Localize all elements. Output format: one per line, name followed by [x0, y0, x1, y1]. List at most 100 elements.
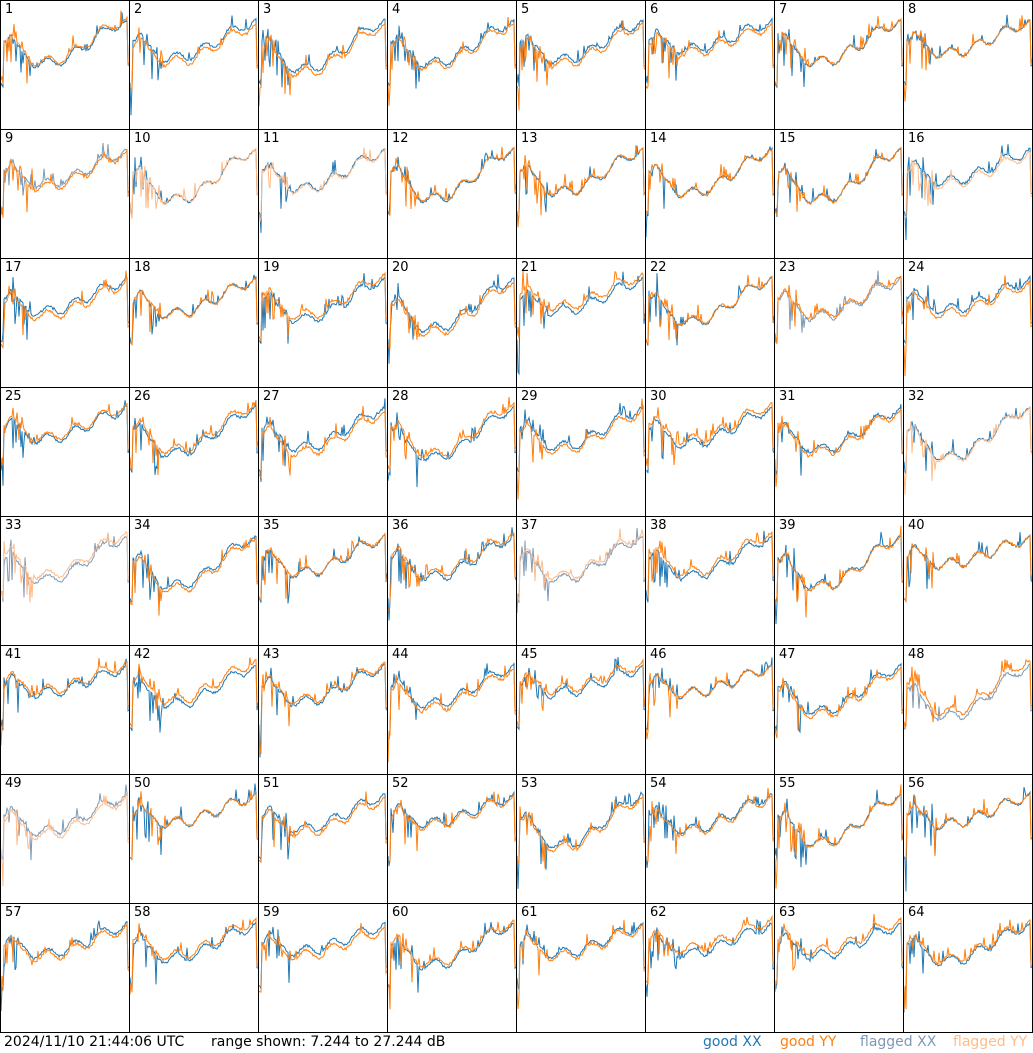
- spectrum-xx: [646, 792, 774, 868]
- spectrum-xx: [1, 277, 129, 343]
- spectrum-plot: [388, 662, 516, 763]
- panel-label: 25: [5, 389, 22, 404]
- spectrum-yy: [904, 534, 1032, 602]
- panel-label: 35: [263, 518, 280, 533]
- antenna-panel: 5: [516, 0, 646, 130]
- spectrum-yy: [1, 922, 129, 993]
- antenna-panel: 8: [903, 0, 1033, 130]
- spectrum-xx: [904, 274, 1032, 345]
- spectrum-plot: [517, 791, 645, 889]
- antenna-panel: 45: [516, 645, 646, 775]
- panel-label: 18: [134, 260, 151, 275]
- spectrum-yy: [517, 269, 645, 339]
- antenna-panel: 18: [129, 258, 259, 388]
- spectrum-yy: [646, 664, 774, 740]
- antenna-panel: 47: [774, 645, 904, 775]
- spectrum-xx: [130, 783, 258, 859]
- spectrum-plot: [259, 271, 387, 344]
- antenna-panel: 15: [774, 129, 904, 259]
- spectrum-yy: [1, 793, 129, 887]
- spectrum-plot: [388, 527, 516, 621]
- panel-label: 36: [392, 518, 409, 533]
- spectrum-plot: [388, 16, 516, 106]
- spectrum-xx: [259, 921, 387, 989]
- panel-label: 4: [392, 2, 401, 17]
- spectrum-xx: [259, 793, 387, 862]
- spectrum-plot: [646, 273, 774, 346]
- antenna-panel: 32: [903, 387, 1033, 517]
- spectrum-plot: [904, 658, 1032, 731]
- panel-label: 23: [779, 260, 796, 275]
- antenna-panel: 39: [774, 516, 904, 646]
- range-text: range shown: 7.244 to 27.244 dB: [211, 1034, 446, 1050]
- spectrum-yy: [904, 407, 1032, 495]
- spectrum-xx: [388, 662, 516, 740]
- spectrum-xx: [259, 148, 387, 233]
- spectrum-yy: [259, 271, 387, 342]
- antenna-panel: 13: [516, 129, 646, 259]
- panel-label: 29: [521, 389, 538, 404]
- panel-label: 14: [650, 131, 667, 146]
- spectrum-plot: [904, 144, 1032, 241]
- antenna-panel: 42: [129, 645, 259, 775]
- spectrum-xx: [517, 791, 645, 889]
- spectrum-plot: [1, 920, 129, 1012]
- spectrum-plot: [775, 662, 903, 739]
- panel-label: 3: [263, 2, 272, 17]
- antenna-panel: 9: [0, 129, 130, 259]
- spectrum-yy: [775, 913, 903, 993]
- antenna-panel: 10: [129, 129, 259, 259]
- spectrum-plot: [775, 146, 903, 218]
- spectrum-plot: [517, 919, 645, 1010]
- spectrum-plot: [130, 783, 258, 861]
- antenna-panel: 31: [774, 387, 904, 517]
- antenna-panel: 14: [645, 129, 775, 259]
- panel-label: 6: [650, 2, 659, 17]
- footer: 2024/11/10 21:44:06 UTC range shown: 7.2…: [0, 1033, 1033, 1053]
- spectrum-yy: [646, 402, 774, 469]
- spectrum-plot: [775, 15, 903, 89]
- spectrum-yy: [388, 397, 516, 470]
- legend-entry: good YY: [780, 1034, 837, 1050]
- spectrum-xx: [1, 400, 129, 486]
- antenna-panel: 60: [387, 903, 517, 1033]
- panel-label: 11: [263, 131, 280, 146]
- spectrum-yy: [259, 923, 387, 993]
- antenna-panel: 64: [903, 903, 1033, 1033]
- antenna-panel: 35: [258, 516, 388, 646]
- spectrum-xx: [517, 527, 645, 614]
- panel-label: 60: [392, 905, 409, 920]
- spectrum-yy: [775, 665, 903, 739]
- spectrum-yy: [130, 790, 258, 861]
- spectrum-plot: [1, 530, 129, 603]
- panel-label: 21: [521, 260, 538, 275]
- spectrum-xx: [775, 404, 903, 476]
- spectrum-yy: [904, 918, 1032, 1011]
- antenna-panel: 40: [903, 516, 1033, 646]
- panel-label: 12: [392, 131, 409, 146]
- spectrum-xx: [388, 274, 516, 364]
- spectrum-plot: [775, 525, 903, 625]
- antenna-panel: 11: [258, 129, 388, 259]
- panel-label: 42: [134, 647, 151, 662]
- panel-label: 2: [134, 2, 143, 17]
- spectrum-xx: [517, 402, 645, 473]
- spectrum-yy: [517, 398, 645, 500]
- spectrum-plot: [388, 919, 516, 1010]
- antenna-panel: 22: [645, 258, 775, 388]
- panel-label: 26: [134, 389, 151, 404]
- spectrum-plot: [646, 787, 774, 868]
- spectrum-plot: [259, 18, 387, 107]
- spectrum-xx: [259, 533, 387, 604]
- panel-label: 33: [5, 518, 22, 533]
- spectrum-plot: [775, 913, 903, 993]
- antenna-panel: 28: [387, 387, 517, 517]
- spectrum-plot: [259, 791, 387, 864]
- antenna-panel: 46: [645, 645, 775, 775]
- antenna-panel: 54: [645, 774, 775, 904]
- spectrum-xx: [130, 665, 258, 733]
- spectrum-xx: [388, 405, 516, 488]
- spectrum-yy: [517, 795, 645, 869]
- spectrum-xx: [646, 530, 774, 603]
